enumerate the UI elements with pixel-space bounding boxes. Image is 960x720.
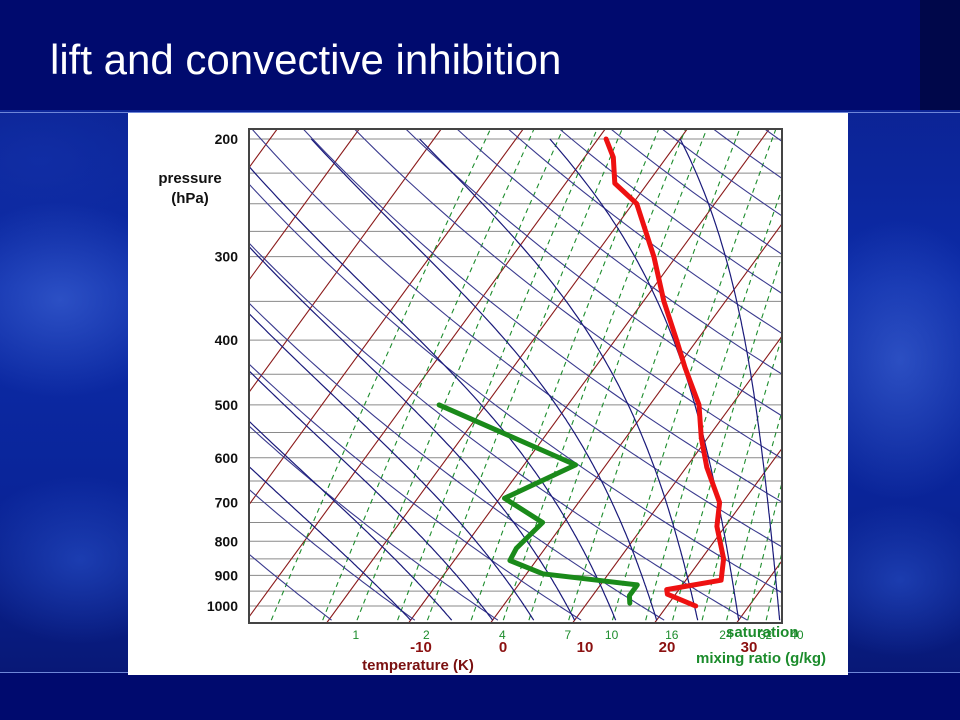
- dry-adiabat-line: [249, 425, 499, 621]
- dry-adiabat-line: [405, 129, 782, 417]
- isotherm-line: [249, 129, 524, 506]
- temperature-tick-label: 0: [499, 639, 507, 656]
- isotherm-line: [819, 129, 848, 623]
- moist-adiabat-line: [549, 138, 740, 621]
- mixing-ratio-line: [797, 113, 848, 620]
- moist-adiabat-line: [249, 465, 412, 621]
- mixing-ratio-line: [397, 129, 598, 621]
- isotherm-line: [249, 129, 360, 281]
- pressure-tick-label: 400: [215, 332, 239, 348]
- pressure-tick-label: 1000: [207, 598, 238, 614]
- dry-adiabat-line: [610, 129, 782, 256]
- mixing-ratio-line: [783, 113, 848, 620]
- mixing-ratio-line: [645, 187, 782, 621]
- isotherm-line: [654, 447, 782, 623]
- dry-adiabat-line: [712, 129, 782, 180]
- mixing-ratio-tick-label: 10: [605, 628, 619, 642]
- dry-adiabat-line: [507, 129, 782, 335]
- dry-adiabat-line: [837, 113, 848, 620]
- moist-adiabat-line: [249, 165, 617, 621]
- mixing-ratio-line: [470, 129, 660, 621]
- moist-adiabat-line: [249, 370, 494, 621]
- dry-adiabat-line: [763, 129, 782, 143]
- moist-adiabat-line: [249, 420, 453, 621]
- pressure-tick-label: 900: [215, 567, 239, 583]
- dry-adiabat-line: [456, 129, 782, 375]
- mixing-ratio-line: [528, 129, 708, 621]
- mixing-ratio-line: [502, 129, 687, 621]
- plot-frame: [248, 128, 783, 624]
- title-bar: [0, 0, 920, 110]
- pressure-tick-label: 500: [215, 397, 239, 413]
- pressure-tick-label: 300: [215, 249, 239, 265]
- mixing-ratio-unit-label: mixing ratio (g/kg): [696, 650, 826, 667]
- mixing-ratio-line: [726, 409, 782, 621]
- dry-adiabat-line: [353, 129, 782, 460]
- dry-adiabat-line: [249, 553, 332, 621]
- mixing-ratio-tick-label: 1: [353, 628, 360, 642]
- mixing-ratio-line: [765, 550, 782, 621]
- plot-area: [128, 113, 848, 623]
- pressure-tick-label: 600: [215, 450, 239, 466]
- skew-t-chart: 2003004005006007008009001000pressure(hPa…: [128, 113, 848, 674]
- mixing-ratio-tick-label: 2: [423, 628, 430, 642]
- mixing-ratio-line: [426, 129, 623, 621]
- dry-adiabat-line: [251, 129, 782, 548]
- isotherm-line: [490, 222, 782, 623]
- mixing-ratio-tick-label: 16: [665, 628, 679, 642]
- pressure-axis-unit: (hPa): [171, 190, 209, 207]
- dry-adiabat-line: [249, 363, 582, 621]
- dry-adiabat-line: [249, 242, 748, 621]
- pressure-tick-label: 800: [215, 533, 239, 549]
- mixing-ratio-tick-label: 7: [564, 628, 571, 642]
- title-bar-edge: [920, 0, 960, 110]
- mixing-ratio-label: saturation: [726, 624, 799, 641]
- mixing-ratio-tick-label: 40: [790, 628, 804, 642]
- footer-bar: [0, 673, 960, 720]
- pressure-axis-label: pressure: [158, 170, 221, 187]
- mixing-ratio-line: [701, 334, 782, 621]
- dry-adiabat-line: [558, 129, 782, 295]
- mixing-ratio-tick-label: 32: [759, 628, 773, 642]
- dry-adiabat-line: [787, 113, 848, 620]
- mixing-ratio-tick-label: 4: [499, 628, 506, 642]
- pressure-tick-label: 700: [215, 495, 239, 511]
- pressure-tick-label: 200: [215, 131, 239, 147]
- mixing-ratio-tick-label: 24: [719, 628, 733, 642]
- temperature-tick-label: 20: [659, 639, 676, 656]
- moist-adiabat-line: [679, 138, 781, 621]
- dry-adiabat-line: [128, 113, 165, 620]
- title-divider: [0, 112, 960, 113]
- moist-adiabat-line: [310, 138, 658, 621]
- moist-adiabat-line: [249, 312, 535, 621]
- slide-title: lift and convective inhibition: [50, 36, 562, 83]
- dry-adiabat-line: [661, 129, 782, 217]
- mixing-ratio-line: [611, 129, 777, 621]
- dewpoint-profile-line: [436, 402, 640, 606]
- dry-adiabat-line: [249, 183, 782, 594]
- mixing-ratio-line: [672, 254, 782, 621]
- mixing-ratio-line: [270, 129, 492, 621]
- temperature-tick-label: -10: [410, 639, 432, 656]
- mixing-ratio-line: [747, 480, 782, 621]
- isotherm-line: [572, 335, 782, 623]
- moist-adiabat-line: [419, 138, 699, 621]
- mixing-ratio-line: [356, 129, 564, 621]
- skew-t-chart-panel: 200 300 400 500 600 700 800 900 1000 pressure (hPa…: [128, 113, 848, 675]
- dry-adiabat-line: [249, 302, 665, 621]
- mixing-ratio-line: [322, 129, 535, 621]
- temperature-tick-label: 30: [741, 639, 758, 656]
- temperature-tick-label: 10: [577, 639, 594, 656]
- temperature-profile-line: [603, 136, 727, 609]
- dry-adiabat-line: [249, 488, 416, 621]
- dry-adiabat-line: [302, 129, 782, 503]
- moist-adiabat-line: [249, 245, 576, 621]
- temperature-axis-label: temperature (K): [362, 657, 474, 674]
